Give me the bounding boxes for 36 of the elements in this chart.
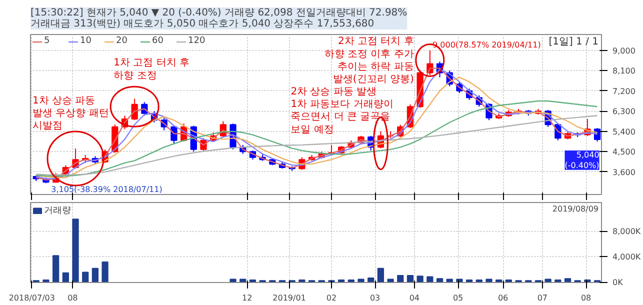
annotation: 3,105(-38.39% 2018/07/11) (51, 185, 162, 194)
annotation: 1차 고점 터치 후 하향 조정 (114, 58, 190, 82)
x-tick-label: 12 (242, 294, 252, 302)
x-tick-label: 02 (326, 294, 337, 302)
x-tick-label: 2019/01 (272, 294, 306, 302)
legend-label: 5 (44, 36, 51, 46)
y-tick-label: 4,000K (612, 252, 642, 262)
x-tick-label: 03 (370, 294, 380, 302)
y-tick-label: 3,600 (612, 168, 636, 177)
annotation: 2019/08/09 (552, 204, 598, 214)
annotation: 5,040 (-0.40%) (564, 150, 600, 170)
y-tick-label: 4,500 (612, 148, 636, 157)
x-tick-label: 2018/07/03 (8, 294, 55, 302)
x-tick-label: 05 (452, 294, 464, 302)
x-tick-label: 04 (409, 294, 420, 302)
y-tick-label: 9,000 (612, 46, 636, 56)
y-tick-label: 0K (612, 278, 624, 287)
x-tick-label: 06 (498, 294, 508, 302)
legend-label: 거래량 (44, 205, 71, 217)
annotation: 9,000(78.57% 2019/04/11) (432, 40, 541, 50)
y-tick-label: 6,300 (612, 107, 636, 116)
x-tick-label: 08 (580, 294, 592, 302)
legend-label: 60 (152, 36, 164, 46)
y-tick-label: 7,200 (612, 86, 636, 96)
annotation: 1차 상승 파동 발생 우상향 패턴 시발점 (32, 95, 109, 132)
annotation: 2차 고점 터치 후 하향 조정 이후 주가 추이는 하락 파동 발생(긴꼬리 양봉) (324, 36, 414, 86)
chart-title: [15:30:22] 현재가 5,040 ▼ 20 (-0.40%) 거래량 62,098 전일거래량대비 72.98% 거래대금 313(백만) 매도호가 5,050 매수호가 5,040 상장주수 17,553,680 (30, 8, 408, 30)
y-tick-label: 5,400 (612, 127, 636, 136)
legend-label: 20 (116, 36, 128, 46)
x-tick-label: 08 (68, 294, 78, 302)
legend-label: 10 (80, 36, 92, 46)
chart-subtitle: [1일] 1 / 1 (548, 36, 598, 48)
legend-label: 120 (188, 36, 206, 46)
y-tick-label: 8,000K (612, 226, 642, 236)
x-tick-label: 07 (537, 294, 548, 302)
y-tick-label: 8,100 (612, 66, 636, 76)
